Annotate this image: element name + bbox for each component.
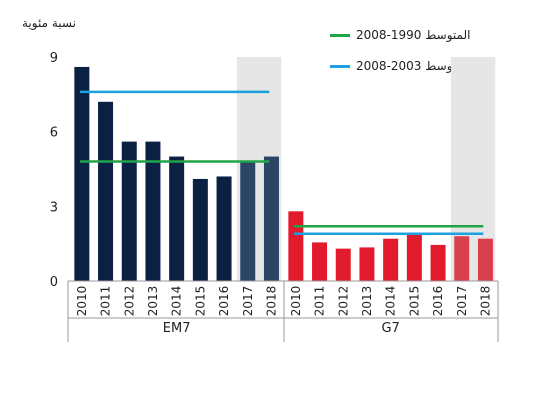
bar-em7-2012 [121,141,137,281]
bar-em7-2015 [192,178,208,281]
x-tick-label: 2018 [264,286,278,317]
y-tick-label: 9 [50,51,58,66]
bar-em7-2017 [240,161,256,281]
x-tick-label: 2012 [122,286,136,317]
x-tick-label: 2010 [289,286,303,317]
y-tick-label: 3 [50,200,58,215]
x-tick-label: 2015 [407,286,421,317]
bar-g7-2010 [288,211,304,281]
bar-g7-2011 [312,242,328,281]
bar-g7-2013 [359,247,375,281]
bar-g7-2016 [430,244,446,281]
bar-em7-2014 [169,156,185,281]
y-tick-label: 6 [50,126,58,141]
x-tick-label: 2016 [217,286,231,317]
bar-g7-2014 [383,238,399,281]
x-tick-label: 2017 [455,286,469,317]
y-tick-label: 0 [50,275,58,290]
x-tick-label: 2010 [75,286,89,317]
group-label-em7: EM7 [163,321,191,336]
bar-em7-2011 [98,101,114,281]
x-tick-label: 2017 [241,286,255,317]
x-tick-label: 2011 [99,286,113,317]
x-tick-label: 2014 [384,286,398,317]
bar-em7-2013 [145,141,161,281]
legend-item-1990-2008: المتوسط 1990-2008 [330,27,470,43]
x-tick-label: 2016 [431,286,445,317]
bar-g7-2018 [477,238,493,281]
group-label-g7: G7 [381,321,399,336]
bar-g7-2015 [406,234,422,281]
bar-em7-2016 [216,176,232,281]
x-tick-label: 2018 [478,286,492,317]
legend-swatch-1990-2008 [330,33,350,37]
x-tick-label: 2012 [336,286,350,317]
legend-label-1990-2008: المتوسط 1990-2008 [356,28,471,42]
bar-g7-2017 [454,236,470,281]
x-tick-label: 2013 [146,286,160,317]
bar-g7-2012 [335,248,351,281]
x-tick-label: 2014 [170,286,184,317]
y-axis-label: نسبة مئوية [22,16,76,30]
x-tick-label: 2011 [313,286,327,317]
bar-em7-2018 [263,156,279,281]
bar-em7-2010 [74,66,90,281]
x-tick-label: 2015 [193,286,207,317]
x-tick-label: 2013 [360,286,374,317]
legend-swatch-2003-2008 [330,64,350,68]
